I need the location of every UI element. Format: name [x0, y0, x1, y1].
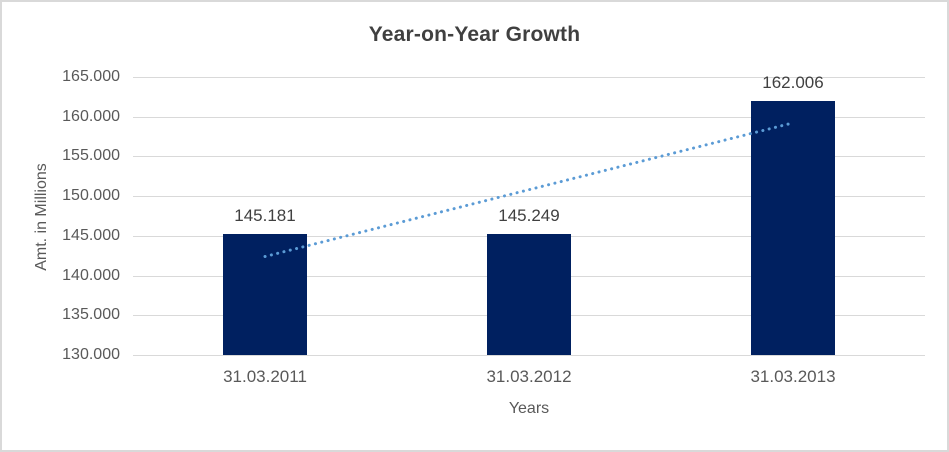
x-axis-tick-label: 31.03.2011 — [223, 367, 307, 386]
gridline — [133, 77, 925, 78]
x-axis-title: Years — [508, 400, 550, 417]
bar-value-label: 145.249 — [498, 205, 560, 225]
gridline — [133, 116, 925, 118]
y-axis-tick-label: 135.000 — [62, 306, 120, 324]
x-axis-tick-label: 31.03.2013 — [750, 367, 836, 386]
x-axis-tick-label: 31.03.2012 — [486, 367, 572, 386]
y-axis-tick-label: 145.000 — [62, 226, 120, 244]
bar-value-label: 162.006 — [762, 72, 824, 92]
bar — [223, 234, 307, 355]
bar-value-label: 145.181 — [234, 206, 296, 226]
y-axis-tick-label: 150.000 — [62, 187, 120, 205]
chart-title: Year-on-Year Growth — [368, 23, 581, 46]
y-axis-tick-label: 155.000 — [62, 147, 120, 165]
y-axis-tick-label: 165.000 — [62, 68, 120, 85]
y-axis-tick-label: 130.000 — [62, 346, 120, 363]
y-axis-tick-label: 160.000 — [62, 107, 120, 125]
y-axis-tick-label: 140.000 — [62, 266, 120, 284]
bar — [751, 100, 835, 355]
bar — [487, 233, 571, 355]
gridline — [133, 355, 925, 356]
